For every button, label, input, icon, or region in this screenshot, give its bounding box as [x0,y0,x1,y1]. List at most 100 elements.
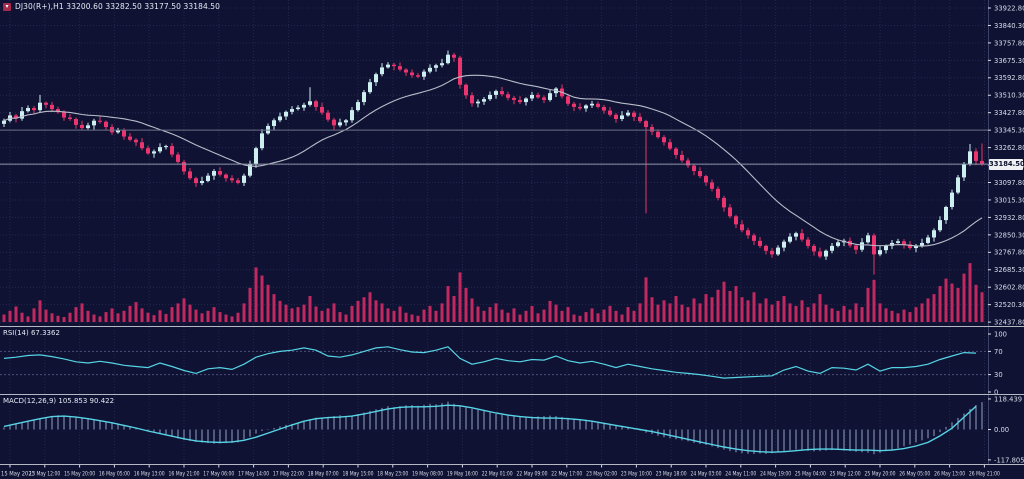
volume-bar [710,297,714,322]
candle [782,241,786,248]
candle [566,96,570,104]
candle [290,109,294,112]
volume-bar [818,294,822,322]
candle [320,106,324,113]
candle [776,247,780,255]
candle [2,120,6,124]
volume-bar [200,313,204,322]
volume-bar [170,307,174,322]
volume-bar [632,310,636,322]
candle [608,110,612,115]
candle [734,216,738,225]
volume-bar [590,308,594,322]
time-axis-label: 25 May 04:00 [795,471,826,478]
candle [416,75,420,77]
volume-bar [578,315,582,322]
candle [872,235,876,255]
volume-bar [446,286,450,322]
macd-axis-label: 118.439 [994,395,1022,403]
candle [626,112,630,116]
time-axis-label: 16 May 21:00 [169,471,200,478]
candle [68,117,72,120]
candle [146,148,150,154]
price-axis[interactable]: 33922.80 33840.30 33757.80 33675.30 33592.80… [988,0,1024,465]
volume-bar [602,309,606,322]
candle [668,142,672,149]
volume-bar [734,286,738,322]
volume-bar [260,275,264,322]
candle [218,171,222,175]
candle [950,192,954,207]
candle [686,160,690,166]
candle [536,94,540,98]
volume-bar [848,309,852,322]
volume-bar [284,304,288,322]
candle [500,91,504,95]
candle [272,120,276,126]
volume-bar [932,294,936,322]
volume-bar [146,312,150,322]
candle [308,101,312,105]
volume-bar [470,298,474,322]
volume-bar [518,314,522,322]
time-axis-label: 17 May 22:00 [273,471,304,478]
volume-bar [302,304,306,322]
candle [812,245,816,252]
volume-bar [458,272,462,322]
candle [188,171,192,179]
candle [572,103,576,107]
price-axis-label: 33015.30 [994,196,1024,204]
candle [32,108,36,111]
candle [140,142,144,149]
volume-bar [530,305,534,322]
volume-bar [554,304,558,322]
volume-bar [650,297,654,322]
macd-signal-line [3,404,977,453]
candle [158,147,162,152]
price-axis-label: 32850.30 [994,231,1024,239]
volume-bar [722,281,726,322]
volume-bar [758,303,762,322]
time-axis-label: 15 May 12:00 [29,471,60,478]
price-axis-label: 33592.80 [994,74,1024,82]
candle [338,122,342,126]
candle [902,241,906,245]
volume-bar [266,284,270,322]
candle [716,188,720,198]
candle [728,207,732,217]
price-axis-label: 32767.80 [994,249,1024,257]
candle [470,95,474,104]
candle [194,178,198,184]
candle [758,240,762,246]
candle [458,57,462,85]
volume-bar [494,303,498,322]
volume-bar [776,300,780,322]
volume-bar [404,312,408,322]
time-axis-label: 22 May 01:00 [482,471,513,478]
volume-bar [56,315,60,322]
volume-bar [506,312,510,322]
candle [698,171,702,177]
candle [674,148,678,155]
volume-bar [182,298,186,322]
candle [242,175,246,183]
volume-bar [320,310,324,322]
volume-bar [968,263,972,322]
price-axis-label: 33675.30 [994,57,1024,65]
rsi-axis-label: 30 [994,371,1003,379]
volume-bar [566,307,570,322]
time-axis-label: 23 May 18:00 [656,471,687,478]
candle [518,99,522,103]
time-axis-label: 15 May 20:00 [64,471,95,478]
grid-layer [0,0,988,465]
candle [656,131,660,138]
ma-line [3,74,983,247]
rsi-axis-label: 0 [994,388,998,396]
candle [620,115,624,120]
candle [428,67,432,72]
volume-bar [896,313,900,322]
volume-bar [668,303,672,322]
current-price-tag: 33184.50 [989,158,1024,170]
